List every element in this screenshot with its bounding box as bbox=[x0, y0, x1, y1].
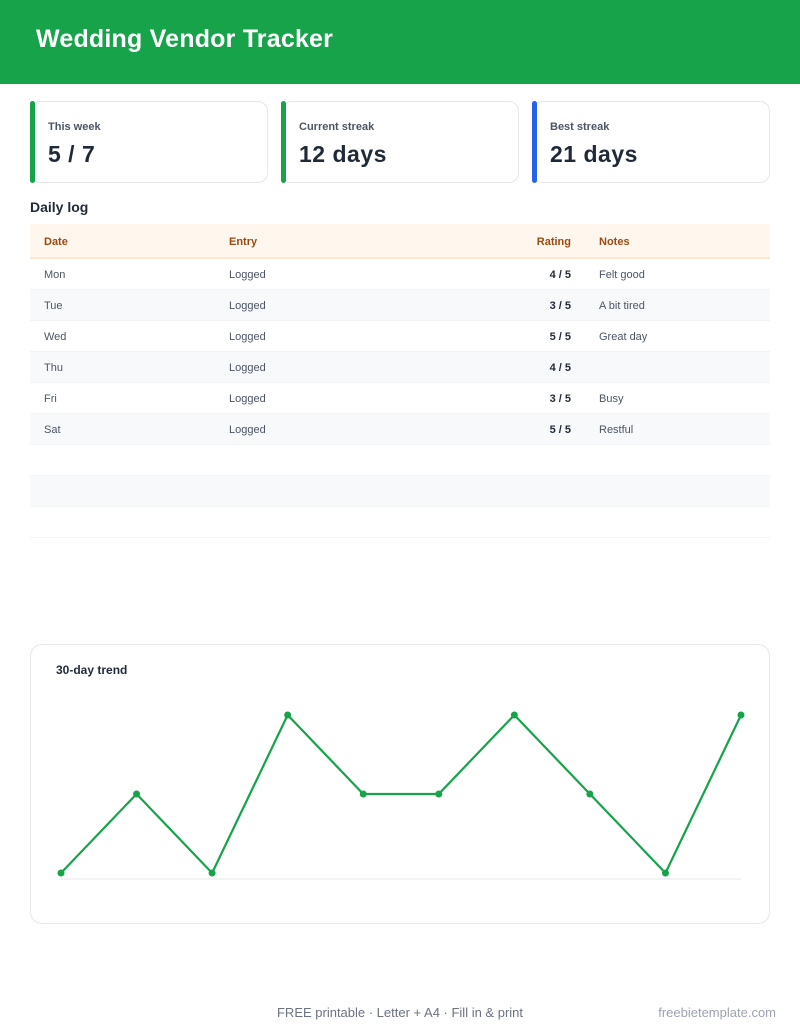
cell-date: Mon bbox=[44, 269, 66, 281]
table-body: Mon Logged 4 / 5 Felt good Tue Logged 3 / 5 A b… bbox=[30, 259, 770, 538]
data-point bbox=[661, 869, 669, 877]
data-point bbox=[435, 790, 443, 798]
stat-card-current-streak: Current streak 12 days bbox=[281, 101, 519, 183]
cell-notes: Busy bbox=[599, 393, 624, 405]
cell-entry: Logged bbox=[229, 331, 266, 343]
stat-value: 5 / 7 bbox=[48, 141, 96, 167]
cell-rating: 4 / 5 bbox=[549, 362, 571, 374]
column-header-notes: Notes bbox=[599, 236, 630, 248]
cell-rating: 5 / 5 bbox=[549, 331, 571, 343]
stat-card-this-week: This week 5 / 7 bbox=[30, 101, 268, 183]
table-row: Fri Logged 3 / 5 Busy bbox=[30, 383, 770, 414]
column-header-rating: Rating bbox=[536, 236, 571, 248]
cell-entry: Logged bbox=[229, 393, 266, 405]
cell-date: Fri bbox=[44, 393, 57, 405]
cell-rating: 3 / 5 bbox=[549, 393, 571, 405]
trend-chart bbox=[57, 711, 745, 880]
daily-log-title: Daily log bbox=[30, 199, 89, 215]
data-point bbox=[737, 711, 745, 719]
cell-date: Thu bbox=[44, 362, 63, 374]
cell-entry: Logged bbox=[229, 362, 266, 374]
cell-date: Tue bbox=[44, 300, 63, 312]
cell-notes: Felt good bbox=[599, 269, 645, 281]
cell-notes: Restful bbox=[599, 424, 634, 436]
chart-title: 30-day trend bbox=[56, 663, 128, 677]
footer-site-link[interactable]: freebietemplate.com bbox=[658, 1005, 776, 1020]
cell-notes: A bit tired bbox=[599, 300, 645, 312]
header-banner: Wedding Vendor Tracker bbox=[0, 0, 800, 84]
trend-card: 30-day trend bbox=[30, 644, 770, 924]
cell-date: Wed bbox=[44, 331, 67, 343]
stat-value: 21 days bbox=[550, 141, 638, 167]
stat-value: 12 days bbox=[299, 141, 387, 167]
stat-label: This week bbox=[48, 121, 101, 133]
table-row bbox=[30, 445, 770, 476]
data-point bbox=[284, 711, 292, 719]
page-title: Wedding Vendor Tracker bbox=[36, 25, 334, 53]
cell-rating: 5 / 5 bbox=[549, 424, 571, 436]
data-point bbox=[208, 869, 216, 877]
data-point bbox=[510, 711, 518, 719]
series-line bbox=[60, 713, 742, 875]
table-row: Wed Logged 5 / 5 Great day bbox=[30, 321, 770, 352]
table-row: Sat Logged 5 / 5 Restful bbox=[30, 414, 770, 445]
stat-label: Current streak bbox=[299, 121, 375, 133]
stat-label: Best streak bbox=[550, 121, 610, 133]
cell-entry: Logged bbox=[229, 300, 266, 312]
cell-date: Sat bbox=[44, 424, 61, 436]
stat-accent-bar bbox=[532, 101, 537, 183]
table-row: Mon Logged 4 / 5 Felt good bbox=[30, 259, 770, 290]
cell-rating: 4 / 5 bbox=[549, 269, 571, 281]
cell-rating: 3 / 5 bbox=[549, 300, 571, 312]
footer-info: FREE printable · Letter + A4 · Fill in &… bbox=[276, 1005, 524, 1020]
table-row: Thu Logged 4 / 5 bbox=[30, 352, 770, 383]
data-point bbox=[133, 790, 141, 798]
table-header: Date Entry Rating Notes bbox=[30, 224, 770, 259]
data-point bbox=[359, 790, 367, 798]
cell-entry: Logged bbox=[229, 269, 266, 281]
data-point bbox=[57, 869, 65, 877]
daily-log-table: Date Entry Rating Notes Mon Logged 4 / 5 Fe… bbox=[30, 224, 770, 538]
table-row bbox=[30, 476, 770, 507]
stat-card-best-streak: Best streak 21 days bbox=[532, 101, 770, 183]
cell-entry: Logged bbox=[229, 424, 266, 436]
table-row bbox=[30, 507, 770, 538]
stat-accent-bar bbox=[281, 101, 286, 183]
column-header-entry: Entry bbox=[229, 236, 258, 248]
cell-notes: Great day bbox=[599, 331, 648, 343]
data-point bbox=[586, 790, 594, 798]
table-row: Tue Logged 3 / 5 A bit tired bbox=[30, 290, 770, 321]
column-header-date: Date bbox=[44, 236, 68, 248]
stat-accent-bar bbox=[30, 101, 35, 183]
